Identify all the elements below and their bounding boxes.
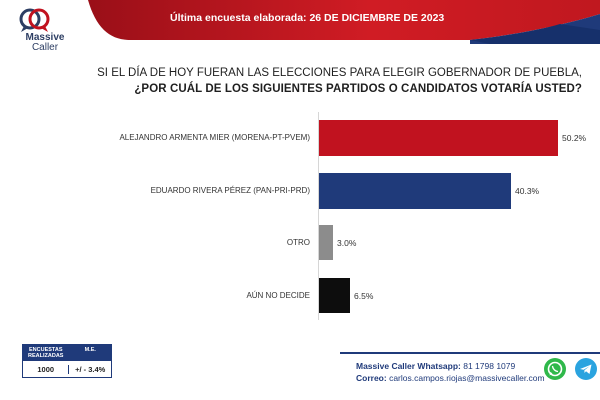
- bar-1: [319, 120, 558, 156]
- whatsapp-label: Massive Caller Whatsapp:: [356, 361, 461, 371]
- logo-icon: [19, 8, 50, 32]
- header-banner: [0, 0, 600, 44]
- header-surveys: ENCUESTAS REALIZADAS: [23, 345, 70, 361]
- chart-axis-line: [318, 112, 319, 320]
- question-line-1: SI EL DÍA DE HOY FUERAN LAS ELECCIONES P…: [97, 67, 582, 79]
- sample-table-row: 1000 +/ - 3.4%: [23, 361, 111, 377]
- category-label: EDUARDO RIVERA PÉREZ (PAN-PRI-PRD): [150, 186, 310, 195]
- value-label: 3.0%: [337, 237, 357, 248]
- category-label: OTRO: [286, 237, 310, 247]
- header-margin-error: M.E.: [84, 347, 96, 353]
- whatsapp-glyph: [547, 361, 563, 377]
- footer-divider: [340, 352, 600, 354]
- email-contact: Correo: carlos.campos.riojas@massivecall…: [356, 373, 545, 383]
- question-line-2: ¿POR CUÁL DE LOS SIGUIENTES PARTIDOS O C…: [134, 83, 582, 95]
- telegram-glyph: [580, 364, 592, 374]
- bar-4: [319, 278, 350, 313]
- survey-date-title: Última encuesta elaborada: 26 DE DICIEMB…: [170, 12, 445, 24]
- brand-subtitle: Caller: [31, 42, 59, 53]
- category-label: AÚN NO DECIDE: [246, 290, 310, 300]
- telegram-icon[interactable]: [575, 358, 597, 380]
- brand-title: Massive: [25, 32, 65, 43]
- whatsapp-icon[interactable]: [544, 358, 566, 380]
- margin-error-value: +/ - 3.4%: [75, 364, 106, 374]
- brand-logo: [18, 6, 68, 56]
- category-label: ALEJANDRO ARMENTA MIER (MORENA-PT-PVEM): [119, 133, 310, 142]
- value-label: 40.3%: [515, 186, 540, 196]
- whatsapp-number: 81 1798 1079: [460, 361, 516, 371]
- value-label: 50.2%: [562, 133, 587, 143]
- header-background: [88, 0, 600, 44]
- email-address: carlos.campos.riojas@massivecaller.com: [386, 373, 545, 383]
- surveys-value: 1000: [23, 364, 70, 374]
- sample-table-header: ENCUESTAS REALIZADAS M.E.: [23, 345, 111, 361]
- bar-2: [319, 173, 511, 209]
- brand-name: Massive Caller: [17, 33, 73, 53]
- whatsapp-contact: Massive Caller Whatsapp: 81 1798 1079: [356, 361, 515, 371]
- sample-table: ENCUESTAS REALIZADAS M.E. 1000 +/ - 3.4%: [22, 344, 112, 378]
- bar-3: [319, 225, 333, 260]
- value-label: 6.5%: [354, 290, 374, 301]
- email-label: Correo:: [356, 373, 387, 383]
